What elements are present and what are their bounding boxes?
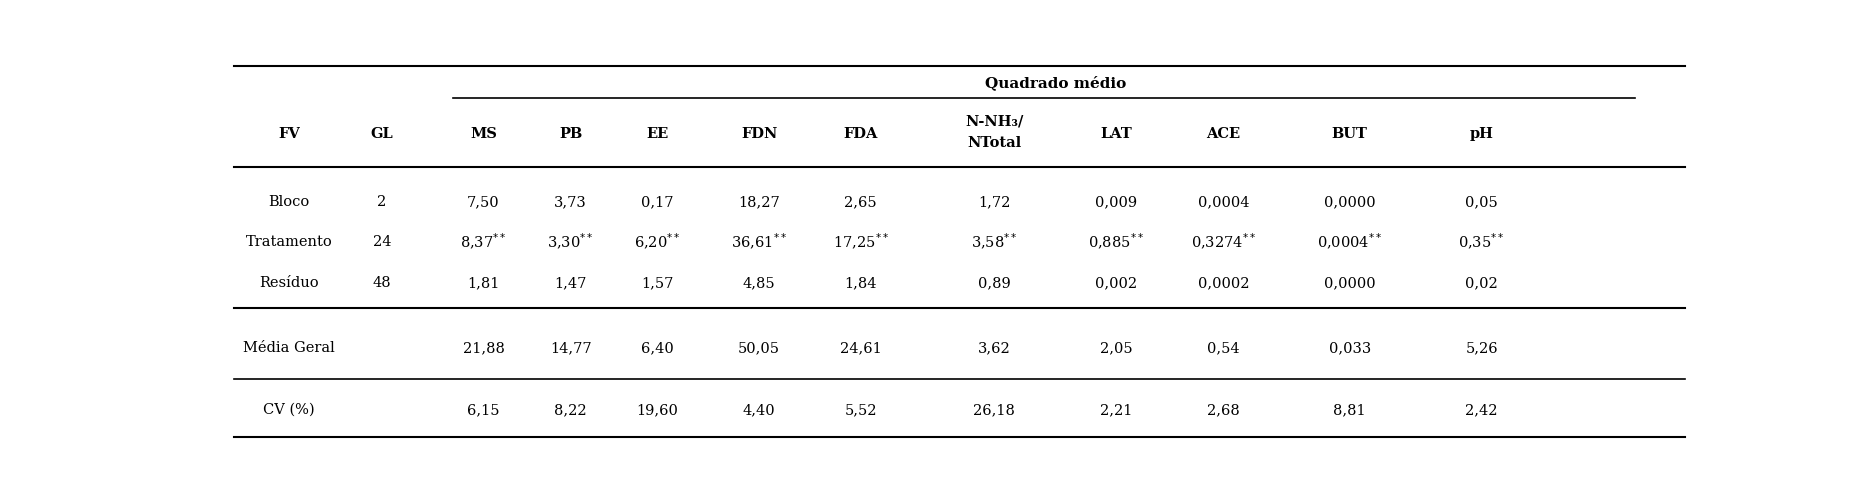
Text: Quadrado médio: Quadrado médio [985,76,1125,90]
Text: 2,05: 2,05 [1099,341,1133,355]
Text: LAT: LAT [1101,127,1133,141]
Text: 0,0004: 0,0004 [1198,195,1249,209]
Text: 6,20$^{**}$: 6,20$^{**}$ [635,232,681,252]
Text: 2: 2 [378,195,388,209]
Text: 4,85: 4,85 [743,276,775,290]
Text: 2,42: 2,42 [1466,403,1498,417]
Text: 3,62: 3,62 [977,341,1011,355]
Text: 8,81: 8,81 [1333,403,1367,417]
Text: Média Geral: Média Geral [243,341,335,355]
Text: 14,77: 14,77 [550,341,592,355]
Text: 0,89: 0,89 [977,276,1011,290]
Text: NTotal: NTotal [968,136,1022,150]
Text: 3,73: 3,73 [554,195,588,209]
Text: 0,033: 0,033 [1329,341,1370,355]
Text: 1,81: 1,81 [468,276,500,290]
Text: ACE: ACE [1206,127,1241,141]
Text: GL: GL [371,127,393,141]
Text: 2,68: 2,68 [1207,403,1239,417]
Text: EE: EE [646,127,668,141]
Text: 19,60: 19,60 [636,403,678,417]
Text: 0,009: 0,009 [1095,195,1136,209]
Text: CV (%): CV (%) [264,403,314,417]
Text: 4,40: 4,40 [743,403,775,417]
Text: Tratamento: Tratamento [245,235,333,249]
Text: 0,3274$^{**}$: 0,3274$^{**}$ [1191,232,1256,252]
Text: 0,0002: 0,0002 [1198,276,1249,290]
Text: 1,57: 1,57 [642,276,674,290]
Text: 0,05: 0,05 [1466,195,1498,209]
Text: 8,22: 8,22 [554,403,588,417]
Text: 6,40: 6,40 [642,341,674,355]
Text: Resíduo: Resíduo [260,276,318,290]
Text: 3,58$^{**}$: 3,58$^{**}$ [972,232,1018,252]
Text: 7,50: 7,50 [468,195,500,209]
Text: pH: pH [1470,127,1494,141]
Text: MS: MS [470,127,496,141]
Text: 24,61: 24,61 [841,341,882,355]
Text: 17,25$^{**}$: 17,25$^{**}$ [833,232,889,252]
Text: 0,02: 0,02 [1466,276,1498,290]
Text: 3,30$^{**}$: 3,30$^{**}$ [547,232,593,252]
Text: 5,52: 5,52 [844,403,876,417]
Text: 24: 24 [373,235,391,249]
Text: PB: PB [560,127,582,141]
Text: 0,885$^{**}$: 0,885$^{**}$ [1088,232,1144,252]
Text: 48: 48 [373,276,391,290]
Text: 8,37$^{**}$: 8,37$^{**}$ [461,232,507,252]
Text: 0,002: 0,002 [1095,276,1136,290]
Text: N-NH₃/: N-NH₃/ [966,114,1024,128]
Text: 5,26: 5,26 [1466,341,1498,355]
Text: Bloco: Bloco [268,195,309,209]
Text: FDA: FDA [844,127,878,141]
Text: 2,65: 2,65 [844,195,878,209]
Text: FDN: FDN [741,127,777,141]
Text: 6,15: 6,15 [468,403,500,417]
Text: 2,21: 2,21 [1101,403,1133,417]
Text: 26,18: 26,18 [973,403,1015,417]
Text: 0,0000: 0,0000 [1324,195,1376,209]
Text: BUT: BUT [1331,127,1368,141]
Text: 1,72: 1,72 [977,195,1011,209]
Text: 1,84: 1,84 [844,276,876,290]
Text: 0,17: 0,17 [642,195,674,209]
Text: 18,27: 18,27 [738,195,781,209]
Text: 36,61$^{**}$: 36,61$^{**}$ [732,232,788,252]
Text: 1,47: 1,47 [554,276,586,290]
Text: 0,54: 0,54 [1207,341,1239,355]
Text: 21,88: 21,88 [462,341,504,355]
Text: 0,0004$^{**}$: 0,0004$^{**}$ [1318,232,1382,252]
Text: 0,35$^{**}$: 0,35$^{**}$ [1458,232,1505,252]
Text: FV: FV [279,127,300,141]
Text: 50,05: 50,05 [738,341,781,355]
Text: 0,0000: 0,0000 [1324,276,1376,290]
